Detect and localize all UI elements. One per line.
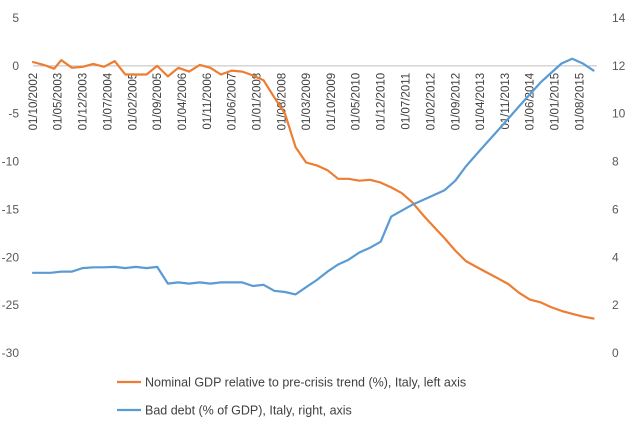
legend-item-bad-debt: Bad debt (% of GDP), Italy, right, axis [117,404,352,418]
x-axis-tick-label: 01/12/2010 [376,73,388,131]
x-axis-tick-label: 01/07/2011 [400,73,412,130]
x-axis-tick-label: 01/06/2007 [227,73,239,131]
right-axis-tick-label: 10 [612,107,626,121]
legend: Nominal GDP relative to pre-crisis trend… [117,376,466,418]
x-axis-tick-label: 01/08/2015 [574,73,586,131]
x-axis-tick-label: 01/02/2005 [128,73,140,131]
left-axis-tick-label: -15 [2,202,20,216]
x-axis-tick-label: 01/11/2006 [202,73,214,130]
x-axis-tick-label: 01/09/2012 [450,73,462,131]
legend-label-bad-debt: Bad debt (% of GDP), Italy, right, axis [145,404,352,418]
series-line-gdp [31,58,595,320]
x-axis-tick-label: 01/10/2009 [326,73,338,131]
series-lines [31,57,595,320]
right-axis-tick-label: 14 [612,11,626,25]
left-axis-tick-label: -30 [2,346,20,360]
x-axis-tick-label: 01/04/2006 [177,73,189,131]
x-axis-tick-label: 01/10/2002 [28,73,40,131]
right-axis-tick-label: 4 [612,250,619,264]
legend-label-gdp: Nominal GDP relative to pre-crisis trend… [145,376,466,390]
right-axis-tick-label: 12 [612,59,626,73]
x-axis-tick-label: 01/11/2013 [500,73,512,130]
x-axis-tick-label: 01/07/2004 [102,72,114,130]
x-axis-tick-label: 01/02/2012 [425,73,437,131]
left-axis-tick-label: -25 [2,298,20,312]
legend-item-gdp: Nominal GDP relative to pre-crisis trend… [117,376,466,390]
left-axis-tick-label: -20 [2,250,20,264]
right-axis-tick-label: 8 [612,155,619,169]
series-line-bad-debt [31,57,595,296]
left-axis-tick-label: -5 [8,107,19,121]
x-axis-tick-label: 01/09/2005 [152,73,164,131]
left-axis-tick-label: -10 [2,155,20,169]
right-axis-tick-label: 2 [612,298,619,312]
right-axis-tick-label: 0 [612,346,619,360]
x-axis-tick-label: 01/04/2013 [475,73,487,131]
left-axis-tick-label: 0 [12,59,19,73]
x-axis-tick-label: 01/05/2010 [351,73,363,131]
x-axis-tick-label: 01/06/2014 [525,72,537,130]
x-axis-tick-label: 01/01/2008 [252,73,264,131]
x-axis-ticks: 01/10/2002 01/05/2003 01/12/2003 01/07/2004… [28,72,586,130]
left-axis-tick-label: 5 [12,11,19,25]
right-axis-ticks: 14 12 10 8 6 4 2 0 [612,11,626,360]
x-axis-tick-label: 01/01/2015 [550,73,562,131]
x-axis-tick-label: 01/05/2003 [53,73,65,131]
x-axis-tick-label: 01/03/2009 [301,73,313,131]
left-axis-ticks: 5 0 -5 -10 -15 -20 -25 -30 [2,11,20,360]
right-axis-tick-label: 6 [612,202,619,216]
x-axis-tick-label: 01/12/2003 [78,73,90,131]
